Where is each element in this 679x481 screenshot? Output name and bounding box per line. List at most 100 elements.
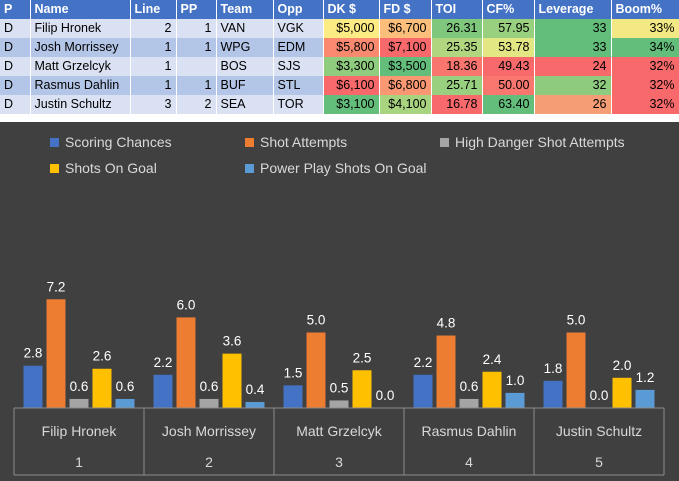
- bar-2: [176, 317, 196, 408]
- bar-1: [23, 365, 43, 408]
- category-number: 2: [205, 454, 213, 470]
- cell-pp: 1: [176, 76, 217, 95]
- data-label: 0.0: [590, 388, 609, 403]
- cell-boom: 34%: [611, 38, 679, 57]
- data-label: 1.8: [544, 361, 563, 376]
- cell-p: D: [0, 57, 31, 76]
- chart-background: [0, 122, 679, 481]
- data-label: 0.6: [200, 379, 219, 394]
- cell-boom: 33%: [611, 19, 679, 38]
- cell-pp: [176, 57, 217, 76]
- data-label: 5.0: [307, 313, 326, 328]
- bar-1: [153, 374, 173, 408]
- chart-area: Scoring Chances Shot Attempts High Danger …: [0, 122, 679, 481]
- bar-5: [505, 392, 525, 408]
- legend-swatch: [245, 138, 254, 147]
- category-label: Justin Schultz: [556, 423, 642, 439]
- cell-fd: $6,800: [379, 76, 432, 95]
- cell-name: Filip Hronek: [30, 19, 131, 38]
- cell-p: D: [0, 38, 31, 57]
- header-toi[interactable]: TOI: [431, 0, 483, 19]
- legend-label: Scoring Chances: [65, 134, 172, 150]
- bar-1: [543, 380, 563, 408]
- data-label: 7.2: [47, 279, 66, 294]
- header-dk[interactable]: DK $: [323, 0, 380, 19]
- bar-chart: Scoring Chances Shot Attempts High Danger …: [0, 122, 679, 481]
- data-label: 0.6: [70, 379, 89, 394]
- cell-p: D: [0, 95, 31, 114]
- cell-pp: 1: [176, 19, 217, 38]
- bar-4: [612, 377, 632, 408]
- cell-line: 1: [130, 57, 177, 76]
- data-label: 4.8: [437, 316, 456, 331]
- bar-2: [306, 332, 326, 408]
- cell-pp: 1: [176, 38, 217, 57]
- cell-team: BOS: [216, 57, 274, 76]
- data-label: 2.0: [613, 358, 632, 373]
- cell-opp: TOR: [273, 95, 324, 114]
- bar-2: [566, 332, 586, 408]
- data-label: 0.5: [330, 380, 349, 395]
- cell-line: 3: [130, 95, 177, 114]
- category-number: 4: [465, 454, 473, 470]
- legend-swatch: [50, 164, 59, 173]
- table-row[interactable]: D Filip Hronek 2 1 VAN VGK $5,000 $6,700 26.31 57…: [0, 19, 679, 38]
- legend-label: Shots On Goal: [65, 160, 157, 176]
- cell-team: VAN: [216, 19, 274, 38]
- cell-opp: STL: [273, 76, 324, 95]
- table-row[interactable]: D Justin Schultz 3 2 SEA TOR $3,100 $4,100 16.78…: [0, 95, 679, 114]
- header-boom[interactable]: Boom%: [611, 0, 679, 19]
- header-p[interactable]: P: [0, 0, 31, 19]
- cell-boom: 32%: [611, 57, 679, 76]
- bar-3: [459, 398, 479, 408]
- cell-dk: $3,300: [323, 57, 380, 76]
- data-label: 2.4: [483, 352, 502, 367]
- cell-cf: 57.95: [482, 19, 535, 38]
- header-team[interactable]: Team: [216, 0, 274, 19]
- data-label: 0.4: [246, 382, 265, 397]
- legend-swatch: [50, 138, 59, 147]
- cell-fd: $6,700: [379, 19, 432, 38]
- player-grid: P Name Line PP Team Opp DK $ FD $ TOI CF…: [0, 0, 679, 114]
- header-pp[interactable]: PP: [176, 0, 217, 19]
- data-label: 6.0: [177, 297, 196, 312]
- bar-1: [413, 374, 433, 408]
- data-label: 2.2: [154, 355, 173, 370]
- cell-leverage: 26: [534, 95, 612, 114]
- cell-name: Matt Grzelcyk: [30, 57, 131, 76]
- bar-3: [69, 398, 89, 408]
- data-label: 2.6: [93, 349, 112, 364]
- cell-p: D: [0, 19, 31, 38]
- header-name[interactable]: Name: [30, 0, 131, 19]
- cell-toi: 26.31: [431, 19, 483, 38]
- player-table: P Name Line PP Team Opp DK $ FD $ TOI CF…: [0, 0, 679, 122]
- data-label: 2.2: [414, 355, 433, 370]
- header-opp[interactable]: Opp: [273, 0, 324, 19]
- bar-4: [92, 368, 112, 408]
- category-label: Filip Hronek: [42, 423, 118, 439]
- cell-team: BUF: [216, 76, 274, 95]
- cell-pp: 2: [176, 95, 217, 114]
- cell-line: 1: [130, 38, 177, 57]
- header-cf[interactable]: CF%: [482, 0, 535, 19]
- header-line[interactable]: Line: [130, 0, 177, 19]
- cell-team: SEA: [216, 95, 274, 114]
- bar-2: [436, 335, 456, 408]
- cell-team: WPG: [216, 38, 274, 57]
- category-number: 5: [595, 454, 603, 470]
- cell-dk: $6,100: [323, 76, 380, 95]
- category-number: 3: [335, 454, 343, 470]
- cell-cf: 49.43: [482, 57, 535, 76]
- header-leverage[interactable]: Leverage: [534, 0, 612, 19]
- cell-name: Justin Schultz: [30, 95, 131, 114]
- category-number: 1: [75, 454, 83, 470]
- table-row[interactable]: D Rasmus Dahlin 1 1 BUF STL $6,100 $6,800 25.71 5…: [0, 76, 679, 95]
- cell-leverage: 33: [534, 38, 612, 57]
- cell-line: 2: [130, 19, 177, 38]
- category-label: Rasmus Dahlin: [422, 423, 517, 439]
- cell-line: 1: [130, 76, 177, 95]
- header-fd[interactable]: FD $: [379, 0, 432, 19]
- table-row[interactable]: D Matt Grzelcyk 1 BOS SJS $3,300 $3,500 18.36 49…: [0, 57, 679, 76]
- cell-cf: 53.78: [482, 38, 535, 57]
- table-row[interactable]: D Josh Morrissey 1 1 WPG EDM $5,800 $7,100 25.35…: [0, 38, 679, 57]
